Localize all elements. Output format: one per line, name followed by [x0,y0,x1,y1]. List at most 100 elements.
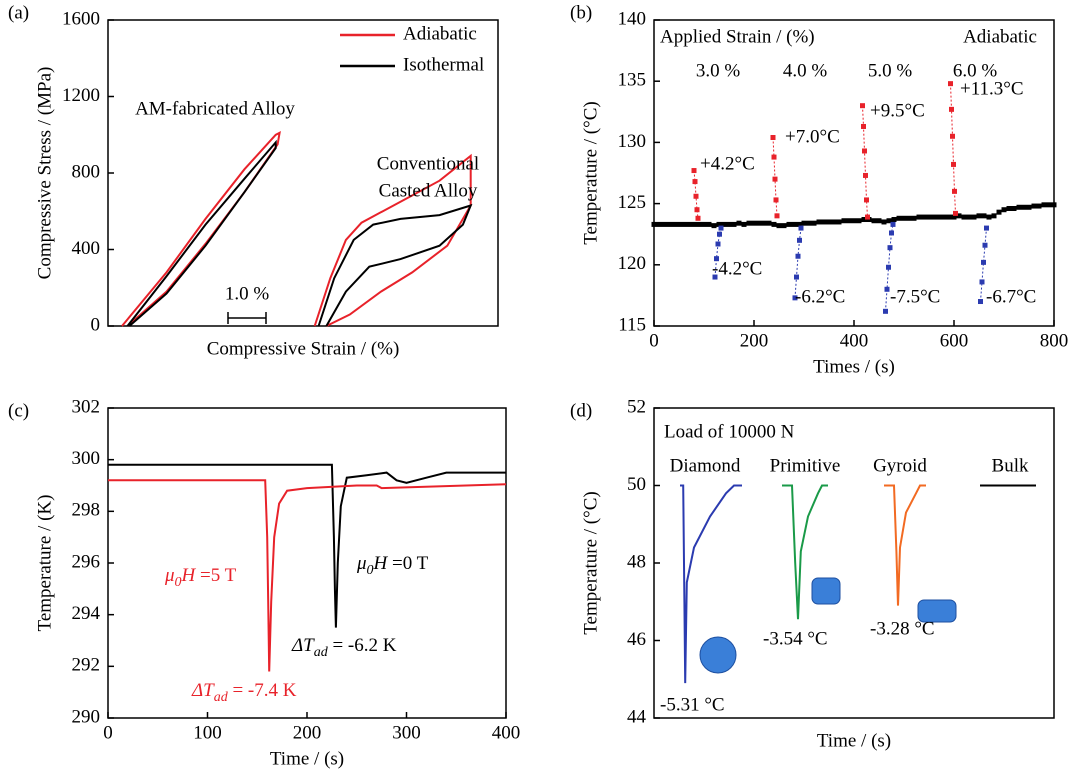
annotation: 1.0 % [225,283,270,304]
y-tick-label: 48 [627,551,646,572]
x-tick-label: 0 [649,330,659,351]
data-point [701,221,707,227]
data-point [771,221,777,227]
annotation: +4.2°C [700,153,755,174]
data-point [851,218,857,224]
series-line [121,130,472,327]
data-point [781,223,787,229]
annotation: Casted Alloy [379,180,478,201]
data-point [886,264,891,270]
annotation-part: 0 [367,563,374,578]
data-point [979,279,985,285]
data-point [856,218,862,224]
data-point [776,223,782,229]
data-point [651,221,657,227]
data-point [896,215,902,221]
data-point [774,213,780,219]
y-tick-label: 52 [627,396,646,417]
annotation: -3.54 °C [763,628,828,649]
y-axis-label: Compressive Stress / (MPa) [34,67,55,280]
data-point [694,207,700,213]
y-tick-label: 44 [627,706,647,727]
y-tick-label: 298 [72,500,101,521]
series-line [108,463,506,628]
data-point [786,221,792,227]
data-point [946,214,952,220]
annotation: Conventional [377,153,479,174]
y-tick-label: 50 [627,474,646,495]
data-point [1031,203,1037,209]
series-label: Primitive [770,455,841,476]
annotation-part: 0 [175,575,182,590]
x-tick-label: 600 [940,330,969,351]
data-point [861,217,867,223]
plot-frame [107,407,507,719]
data-point [991,213,997,219]
series-line [126,139,473,327]
panel-label: (c) [8,400,29,421]
annotation-part: = -6.2 K [328,635,397,656]
annotation-part: =0 T [387,553,428,574]
data-point [863,172,868,178]
data-point [716,221,722,227]
data-point [798,225,804,231]
x-tick-label: 100 [193,722,222,743]
data-point [886,218,892,224]
y-tick-label: 300 [72,448,101,469]
data-point [901,215,907,221]
annotation: +11.3°C [960,78,1024,99]
data-point [984,225,989,231]
data-point [751,220,757,226]
data-point [1036,203,1042,209]
data-point [846,218,852,224]
annotation-part: =5 T [195,565,236,586]
data-point [978,299,983,305]
y-tick-label: 296 [72,551,101,572]
data-point [931,214,937,220]
data-point [1046,202,1052,208]
data-point [715,241,721,247]
series-line [782,484,828,620]
data-point [731,221,737,227]
data-point [792,295,798,301]
annotation: +9.5°C [870,100,925,121]
data-point [791,221,797,227]
data-point [794,274,799,280]
panel-label: (a) [8,2,29,23]
annotation: -4.2°C [712,258,762,279]
data-point [770,135,776,141]
annotation: μ0H =5 T [164,565,237,590]
data-point [956,213,962,219]
data-point [1041,202,1047,208]
data-point [949,106,954,112]
data-point [773,197,779,203]
panel-label: (d) [570,400,592,421]
y-tick-label: 115 [618,314,646,335]
y-tick-label: 120 [618,253,647,274]
annotation: +7.0°C [785,126,840,147]
annotation: 5.0 % [868,60,913,81]
data-point [996,209,1002,215]
data-point [681,221,687,227]
data-point [1011,205,1017,211]
data-point [936,214,942,220]
annotation: -7.5°C [890,286,940,307]
y-tick-label: 290 [72,706,101,727]
lattice-icon [699,577,957,674]
annotation: ΔTad = -7.4 K [191,680,297,705]
data-point [1021,204,1027,210]
y-tick-label: 1600 [62,8,100,29]
y-tick-label: 135 [618,70,647,91]
data-point [676,221,682,227]
data-point [891,217,897,223]
data-point [890,221,896,227]
x-axis-label: Compressive Strain / (%) [207,338,400,359]
data-point [948,81,953,87]
x-tick-label: 200 [740,330,769,351]
data-point [953,210,958,216]
data-point [884,286,890,292]
annotation-part: μ [356,553,367,574]
data-point [686,221,692,227]
series-label: Gyroid [873,455,927,476]
annotation: 6.0 % [953,60,998,81]
